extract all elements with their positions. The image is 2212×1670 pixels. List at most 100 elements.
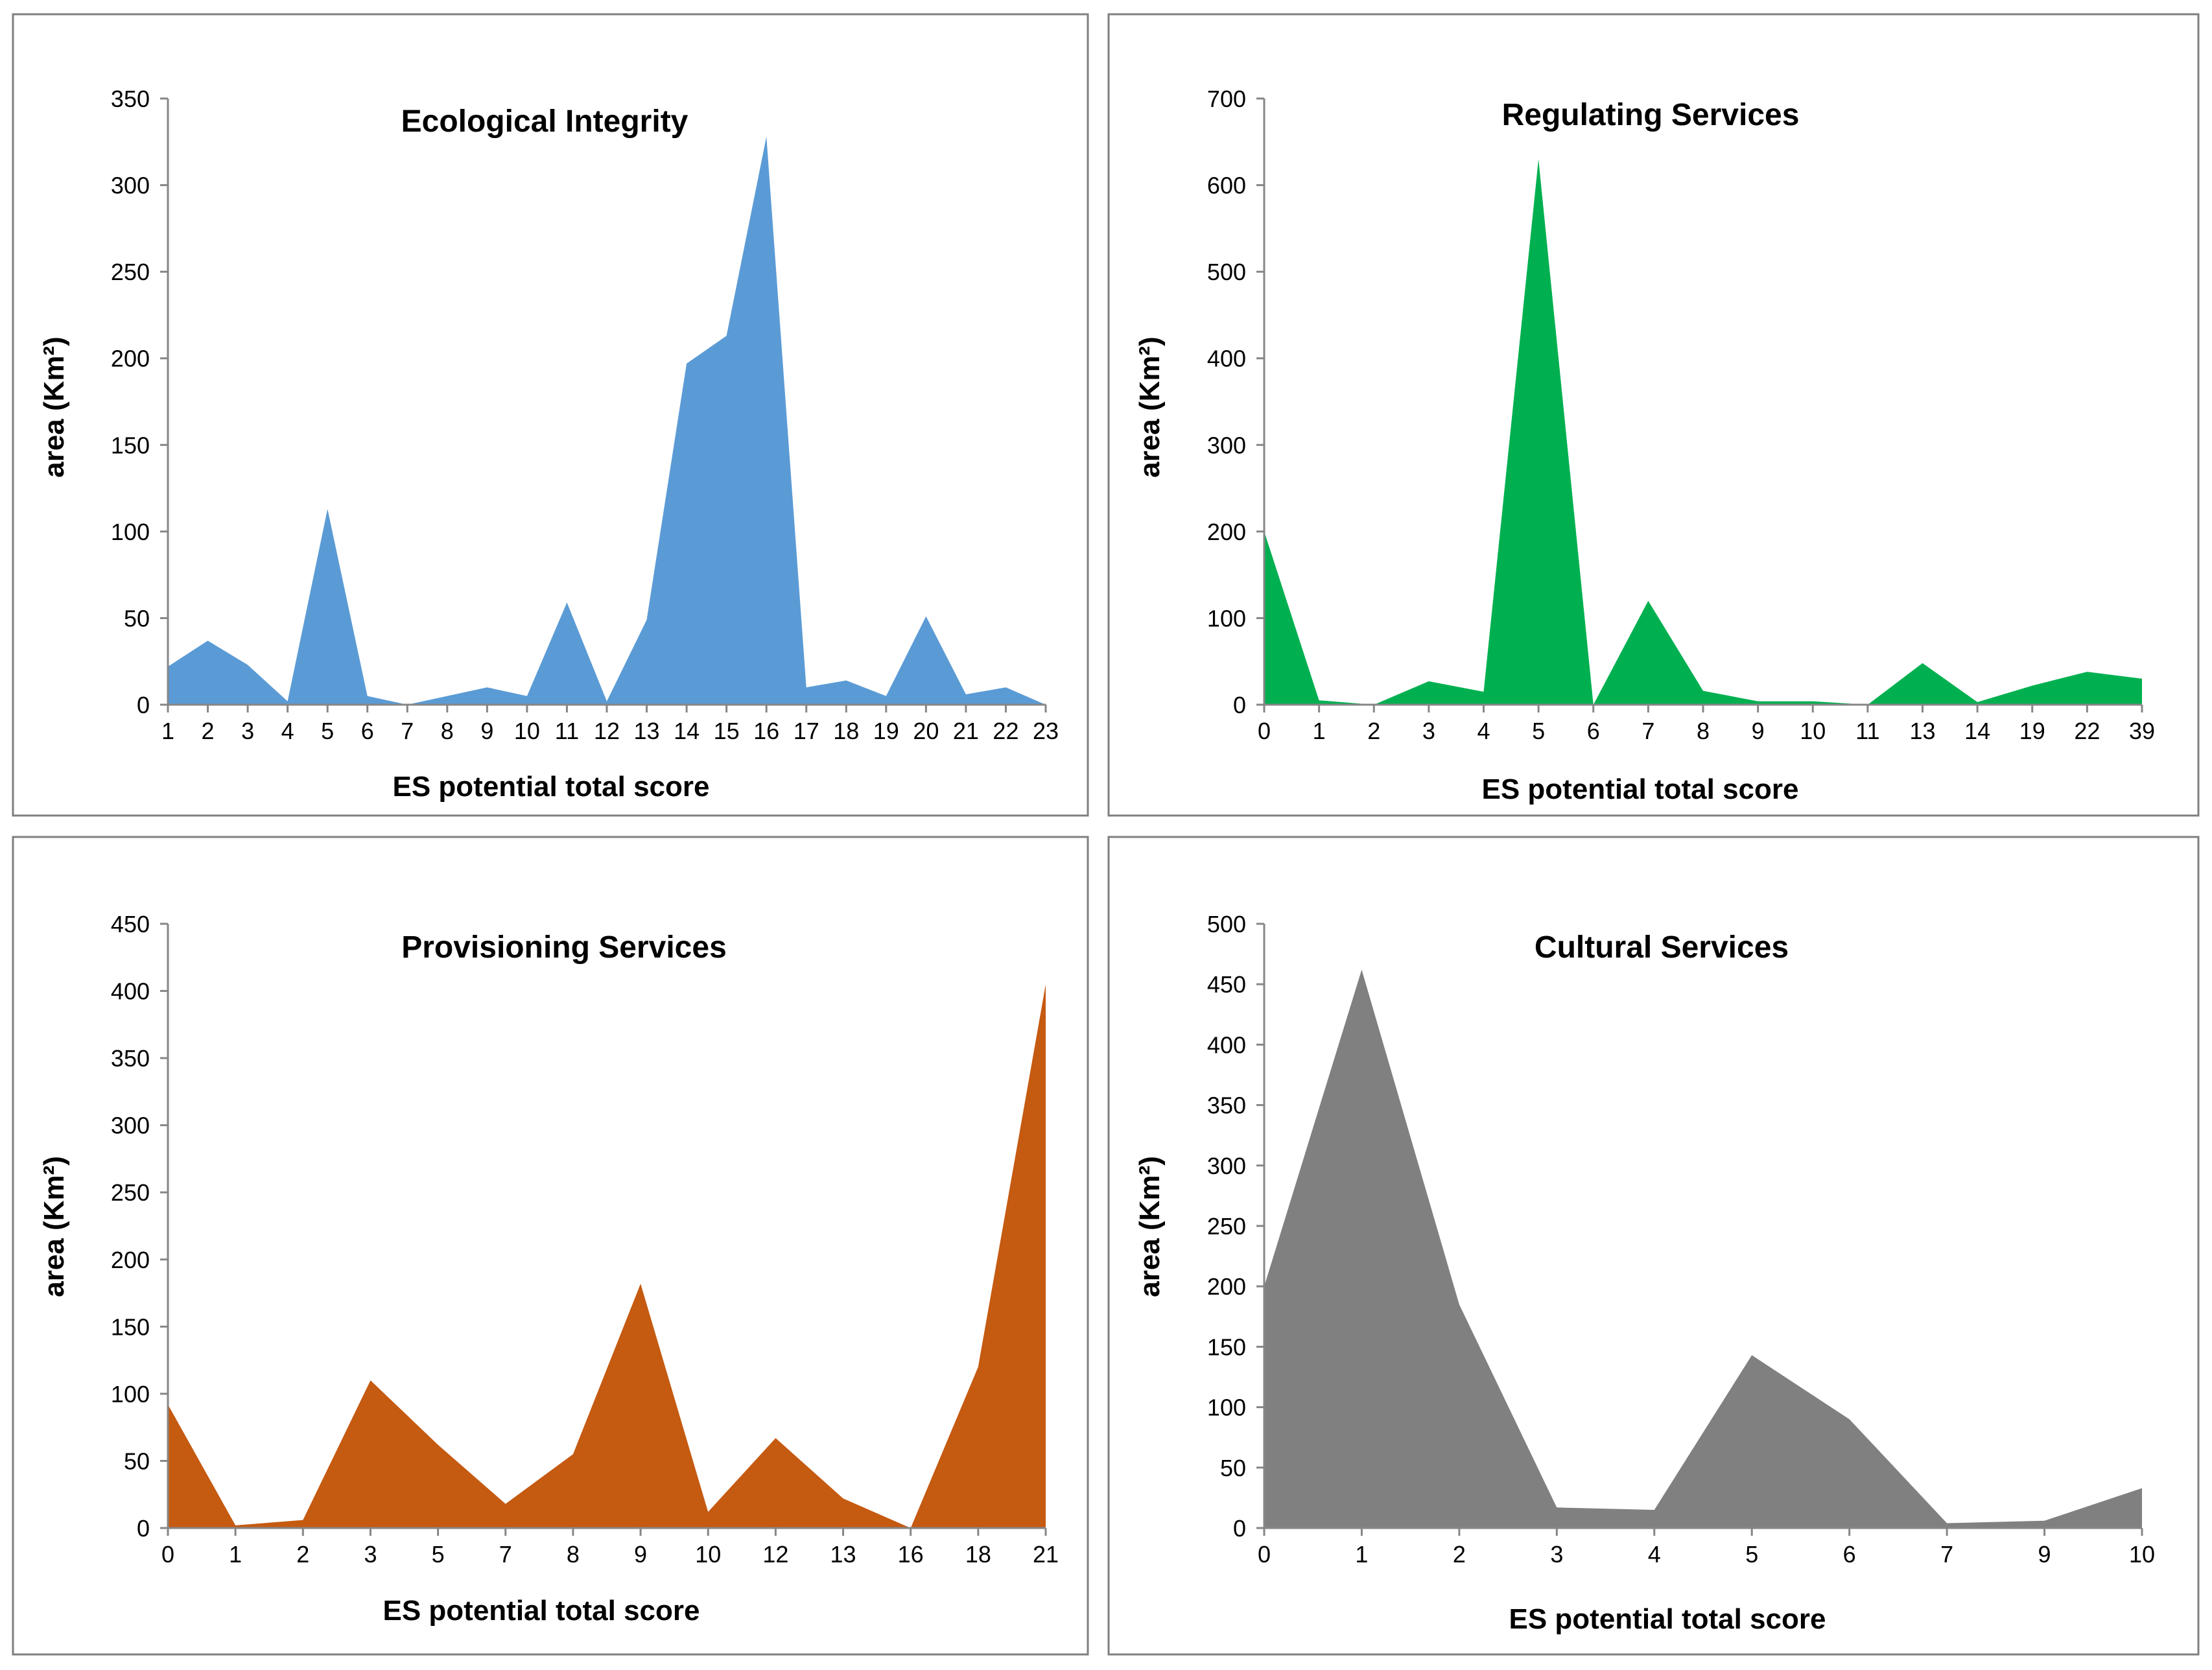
x-tick-label: 15	[714, 718, 740, 744]
y-tick-label: 200	[111, 1247, 150, 1273]
x-tick-label: 39	[2129, 718, 2155, 744]
y-tick-label: 350	[1207, 1092, 1246, 1119]
y-tick-label: 100	[1207, 605, 1246, 631]
x-tick-label: 21	[953, 718, 979, 744]
y-tick-label: 0	[1233, 1515, 1246, 1542]
x-tick-label: 3	[364, 1541, 377, 1568]
y-axis-title: area (Km²)	[1134, 1156, 1166, 1297]
x-tick-label: 0	[161, 1541, 174, 1568]
x-tick-label: 23	[1033, 718, 1059, 744]
x-tick-label: 16	[898, 1541, 924, 1568]
x-tick-label: 1	[1355, 1541, 1368, 1568]
y-tick-label: 150	[111, 432, 150, 458]
provisioning-services-area	[168, 984, 1046, 1528]
chart-title: Ecological Integrity	[401, 104, 688, 139]
x-tick-label: 22	[2074, 718, 2100, 744]
x-tick-label: 6	[361, 718, 374, 744]
y-tick-label: 50	[1220, 1455, 1246, 1481]
x-tick-label: 6	[1843, 1541, 1856, 1568]
y-tick-label: 350	[111, 86, 150, 112]
x-tick-label: 7	[499, 1541, 512, 1568]
x-tick-label: 10	[2129, 1541, 2155, 1568]
y-tick-label: 200	[1207, 519, 1246, 545]
x-tick-label: 7	[1940, 1541, 1953, 1568]
x-tick-label: 1	[1313, 718, 1326, 744]
y-axis-title: area (Km²)	[1134, 336, 1166, 478]
y-tick-label: 200	[1207, 1273, 1246, 1300]
y-tick-label: 50	[124, 1448, 150, 1474]
y-axis-title: area (Km²)	[38, 336, 70, 478]
x-tick-label: 12	[762, 1541, 788, 1568]
x-tick-label: 4	[1648, 1541, 1661, 1568]
x-tick-label: 4	[281, 718, 294, 744]
y-tick-label: 700	[1207, 86, 1246, 112]
x-axis-title: ES potential total score	[393, 771, 710, 803]
x-tick-label: 13	[1909, 718, 1935, 744]
x-tick-label: 5	[432, 1541, 445, 1568]
x-tick-label: 9	[480, 718, 493, 744]
y-tick-label: 250	[111, 259, 150, 285]
x-tick-label: 0	[1258, 1541, 1271, 1568]
chart-title: Cultural Services	[1535, 930, 1789, 965]
x-tick-label: 18	[965, 1541, 991, 1568]
x-tick-label: 10	[695, 1541, 721, 1568]
y-tick-label: 0	[137, 1515, 150, 1542]
x-tick-label: 18	[833, 718, 859, 744]
y-axis-title: area (Km²)	[38, 1156, 70, 1297]
x-axis-title: ES potential total score	[383, 1595, 700, 1627]
x-tick-label: 14	[1964, 718, 1990, 744]
x-tick-label: 9	[1752, 718, 1765, 744]
x-tick-label: 3	[241, 718, 254, 744]
x-tick-label: 9	[2038, 1541, 2051, 1568]
y-tick-label: 400	[1207, 1031, 1246, 1058]
y-tick-label: 500	[1207, 259, 1246, 285]
y-tick-label: 450	[1207, 971, 1246, 998]
x-axis-title: ES potential total score	[1509, 1603, 1826, 1635]
x-tick-label: 11	[1855, 718, 1879, 744]
x-tick-label: 8	[1697, 718, 1710, 744]
x-tick-label: 12	[594, 718, 620, 744]
cultural-services-area	[1264, 969, 2142, 1528]
x-tick-label: 14	[674, 718, 700, 744]
x-tick-label: 2	[296, 1541, 309, 1568]
x-tick-label: 3	[1550, 1541, 1563, 1568]
x-tick-label: 7	[1641, 718, 1654, 744]
x-tick-label: 3	[1422, 718, 1435, 744]
x-tick-label: 16	[753, 718, 779, 744]
y-tick-label: 200	[111, 346, 150, 372]
y-tick-label: 300	[1207, 1153, 1246, 1179]
panel-cultural-services: 0 50 100 150 200 250 300 350 400 450 500 0 1 2 3 4 5 6 7 9 1…	[1107, 836, 2200, 1656]
y-tick-label: 100	[111, 519, 150, 545]
x-tick-label: 10	[1800, 718, 1826, 744]
y-tick-label: 500	[1207, 911, 1246, 937]
x-tick-label: 19	[2019, 718, 2045, 744]
y-tick-label: 0	[137, 692, 150, 718]
y-tick-label: 250	[1207, 1213, 1246, 1240]
y-tick-label: 100	[111, 1381, 150, 1407]
y-tick-label: 400	[1207, 346, 1246, 372]
y-tick-label: 0	[1233, 692, 1246, 718]
x-tick-label: 2	[202, 718, 215, 744]
x-tick-label: 6	[1587, 718, 1600, 744]
x-tick-label: 11	[555, 718, 579, 744]
x-tick-label: 13	[634, 718, 660, 744]
x-tick-label: 1	[229, 1541, 242, 1568]
x-tick-label: 5	[1745, 1541, 1758, 1568]
x-tick-label: 22	[993, 718, 1018, 744]
x-tick-label: 21	[1033, 1541, 1059, 1568]
x-tick-label: 5	[321, 718, 334, 744]
x-tick-label: 0	[1258, 718, 1271, 744]
y-tick-label: 300	[1207, 432, 1246, 458]
y-tick-label: 450	[111, 911, 150, 937]
y-tick-label: 600	[1207, 172, 1246, 199]
y-tick-label: 350	[111, 1045, 150, 1072]
y-tick-label: 50	[124, 605, 150, 631]
y-tick-label: 150	[111, 1313, 150, 1340]
y-tick-label: 300	[111, 172, 150, 199]
x-tick-label: 1	[161, 718, 174, 744]
x-tick-label: 2	[1367, 718, 1380, 744]
x-tick-label: 7	[401, 718, 414, 744]
x-tick-label: 5	[1532, 718, 1545, 744]
